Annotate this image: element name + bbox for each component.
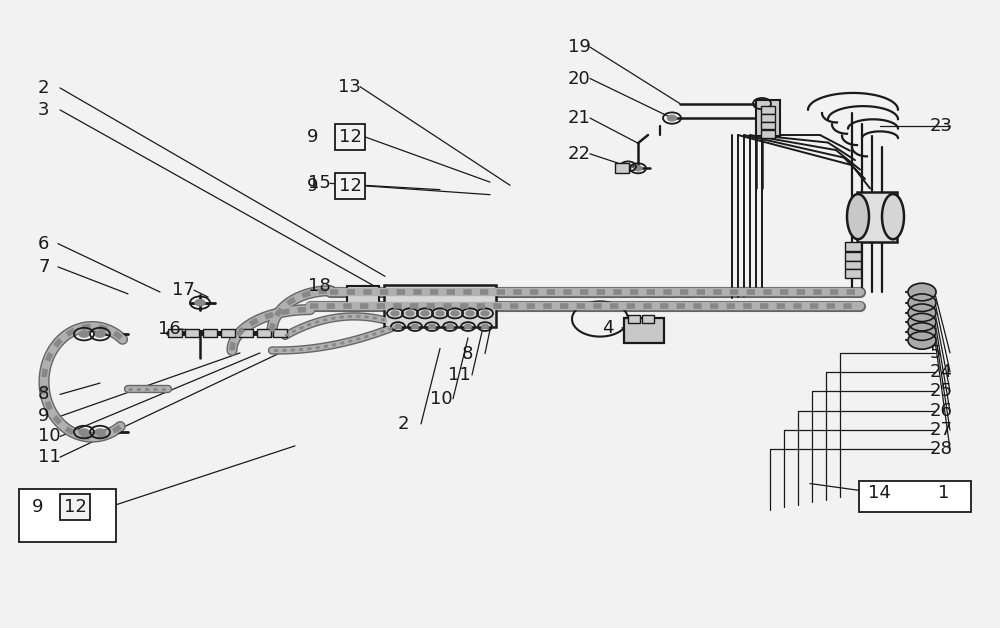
FancyBboxPatch shape (273, 329, 287, 337)
Text: 9: 9 (38, 408, 50, 425)
FancyBboxPatch shape (845, 261, 861, 269)
FancyBboxPatch shape (615, 163, 629, 173)
FancyBboxPatch shape (845, 242, 861, 251)
FancyBboxPatch shape (347, 286, 379, 307)
FancyBboxPatch shape (761, 130, 775, 138)
Text: 4: 4 (602, 319, 614, 337)
Text: 24: 24 (930, 363, 953, 381)
Text: 28: 28 (930, 440, 953, 458)
Circle shape (481, 311, 489, 316)
Circle shape (464, 324, 472, 329)
Text: 3: 3 (38, 101, 50, 119)
Text: 23: 23 (930, 117, 953, 134)
FancyBboxPatch shape (761, 122, 775, 129)
Circle shape (446, 324, 454, 329)
Text: 12: 12 (339, 177, 361, 195)
FancyBboxPatch shape (859, 481, 971, 512)
Text: 17: 17 (172, 281, 195, 299)
Circle shape (482, 324, 488, 329)
Circle shape (95, 429, 105, 435)
Text: 19: 19 (568, 38, 591, 56)
Text: 8: 8 (462, 345, 473, 362)
Text: 7: 7 (38, 258, 50, 276)
Circle shape (79, 331, 89, 337)
FancyBboxPatch shape (384, 285, 496, 327)
Text: 10: 10 (430, 390, 453, 408)
Ellipse shape (882, 194, 904, 239)
Circle shape (79, 429, 89, 435)
Circle shape (436, 311, 444, 316)
FancyBboxPatch shape (761, 106, 775, 114)
Circle shape (466, 311, 474, 316)
FancyBboxPatch shape (845, 269, 861, 278)
Circle shape (624, 164, 632, 169)
Text: 27: 27 (930, 421, 953, 439)
FancyBboxPatch shape (628, 315, 640, 323)
FancyBboxPatch shape (221, 329, 235, 337)
Circle shape (394, 324, 402, 329)
FancyBboxPatch shape (19, 489, 116, 542)
Text: 5: 5 (930, 344, 942, 362)
FancyBboxPatch shape (761, 114, 775, 122)
FancyBboxPatch shape (624, 318, 664, 343)
Text: 11: 11 (38, 448, 61, 466)
FancyBboxPatch shape (857, 192, 897, 242)
FancyBboxPatch shape (756, 100, 780, 136)
FancyBboxPatch shape (257, 329, 271, 337)
Text: 13: 13 (338, 78, 361, 95)
Circle shape (758, 100, 767, 106)
FancyBboxPatch shape (642, 315, 654, 323)
Text: 16: 16 (158, 320, 181, 338)
FancyBboxPatch shape (168, 329, 182, 337)
Circle shape (95, 331, 105, 337)
Circle shape (908, 283, 936, 301)
Circle shape (428, 324, 436, 329)
FancyBboxPatch shape (203, 329, 217, 337)
Text: 21: 21 (568, 109, 591, 127)
Text: 2: 2 (38, 79, 50, 97)
Text: 2: 2 (398, 415, 410, 433)
Text: 26: 26 (930, 403, 953, 420)
Text: 9: 9 (32, 499, 43, 516)
Text: 18: 18 (308, 277, 331, 295)
Text: 8: 8 (38, 386, 49, 403)
FancyBboxPatch shape (185, 329, 199, 337)
Circle shape (668, 115, 676, 121)
Circle shape (421, 311, 429, 316)
FancyBboxPatch shape (239, 329, 253, 337)
Circle shape (908, 294, 936, 311)
Circle shape (406, 311, 414, 316)
Text: 12: 12 (339, 128, 361, 146)
Text: 15: 15 (308, 175, 331, 192)
Circle shape (391, 311, 399, 316)
Text: 20: 20 (568, 70, 591, 87)
Circle shape (451, 311, 459, 316)
Text: 12: 12 (64, 499, 86, 516)
Text: 9: 9 (306, 177, 318, 195)
Ellipse shape (847, 194, 869, 239)
Text: 10: 10 (38, 428, 61, 445)
Circle shape (908, 304, 936, 322)
Circle shape (634, 166, 642, 171)
Circle shape (908, 332, 936, 349)
Circle shape (908, 323, 936, 340)
Text: 22: 22 (568, 145, 591, 163)
Circle shape (195, 300, 205, 306)
Circle shape (412, 324, 418, 329)
Text: 9: 9 (306, 128, 318, 146)
Text: 11: 11 (448, 366, 471, 384)
Text: 1: 1 (938, 484, 949, 502)
Text: 25: 25 (930, 382, 953, 400)
Circle shape (908, 313, 936, 331)
Text: 6: 6 (38, 235, 49, 252)
Text: 14: 14 (868, 484, 891, 502)
FancyBboxPatch shape (845, 252, 861, 261)
